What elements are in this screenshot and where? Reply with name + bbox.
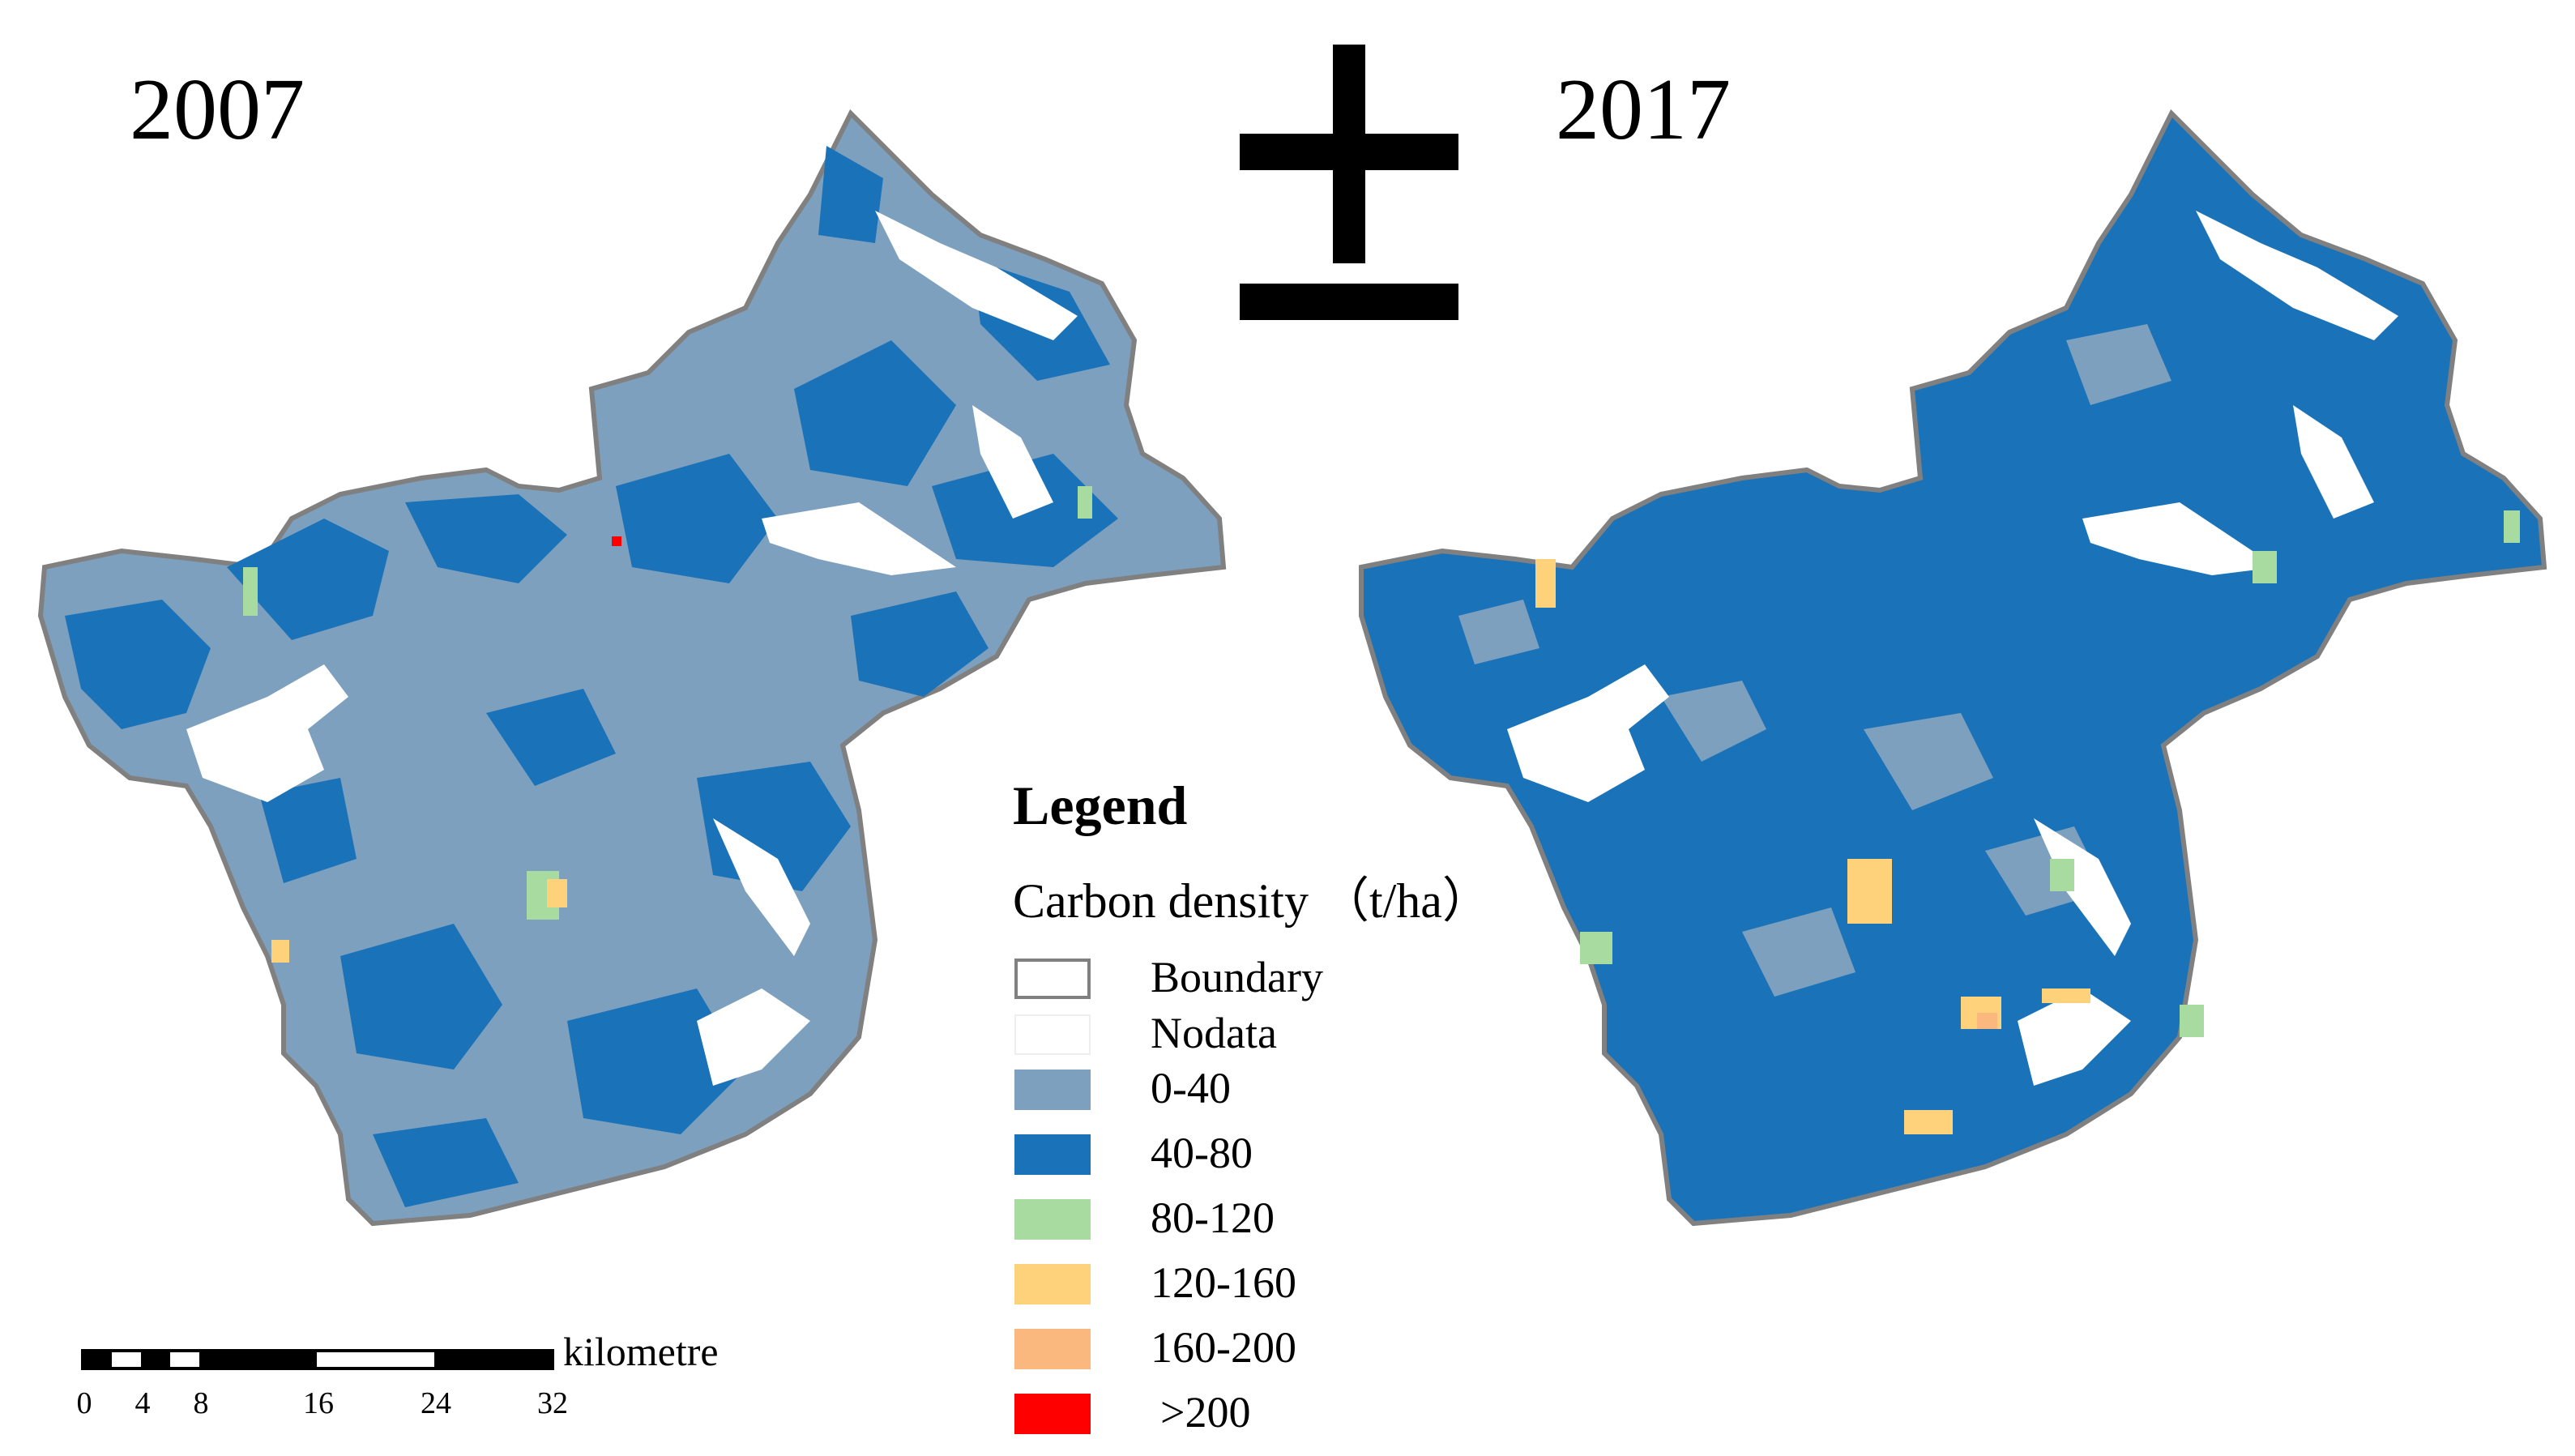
carbon-40-80-area <box>259 778 357 883</box>
scale-tick: 16 <box>303 1386 334 1420</box>
legend-item-boundary: Boundary <box>1013 955 1661 1004</box>
carbon-80-120-area <box>2050 859 2074 891</box>
legend-label: Nodata <box>1151 1009 1277 1057</box>
carbon-80-120-area <box>2180 1005 2204 1037</box>
legend-subtitle: Carbon density （t/ha） <box>1013 874 1491 928</box>
nodata-area <box>972 405 1053 519</box>
nodata-area <box>762 502 956 575</box>
legend-item-80-120: 80-120 <box>1013 1193 1661 1245</box>
carbon-0-40-area <box>1864 713 1993 810</box>
nodata-swatch <box>1014 1014 1091 1055</box>
carbon-40-80-area <box>227 519 389 640</box>
nodata-area <box>875 211 1078 340</box>
nodata-area <box>2082 502 2277 575</box>
carbon-120-160-area <box>1535 559 1556 608</box>
carbon-0-40-area <box>1458 600 1539 664</box>
legend-label: >200 <box>1160 1388 1251 1437</box>
carbon-80-120-area <box>1580 932 1612 964</box>
scale-tick: 0 <box>76 1386 92 1420</box>
legend-label: 160-200 <box>1151 1323 1296 1372</box>
legend-item-0-40: 0-40 <box>1013 1066 1661 1115</box>
legend-label: Boundary <box>1151 953 1323 1001</box>
nodata-area <box>186 664 348 802</box>
carbon-80-120-area <box>243 567 258 616</box>
carbon-120-160-area <box>2042 988 2090 1003</box>
map-title-2007: 2007 <box>130 62 305 158</box>
nodata-area <box>2196 211 2398 340</box>
carbon-80-120-area <box>2253 551 2277 583</box>
nodata-area <box>2018 988 2131 1086</box>
carbon-0-40-area <box>2066 324 2171 405</box>
carbon-160-200-swatch <box>1014 1329 1091 1369</box>
carbon-40-80-area <box>405 494 567 583</box>
map-title-2017: 2017 <box>1556 62 1731 158</box>
carbon-120-160-area <box>547 879 567 907</box>
carbon-160-200-area <box>1977 1013 1997 1029</box>
legend-item-120-160: 120-160 <box>1013 1258 1661 1309</box>
legend-label: 80-120 <box>1151 1193 1275 1242</box>
carbon-80-120-swatch <box>1014 1199 1091 1240</box>
carbon-40-80-area <box>818 146 883 243</box>
carbon-80-120-area <box>1078 486 1092 519</box>
legend-label: 0-40 <box>1151 1064 1231 1112</box>
scale-tick: 4 <box>135 1386 151 1420</box>
carbon-120-160-swatch <box>1014 1264 1091 1304</box>
nodata-area <box>2293 405 2374 519</box>
carbon-120-160-area <box>1847 859 1892 924</box>
carbon-40-80-area <box>794 340 956 486</box>
map-2017 <box>1359 109 2547 1227</box>
carbon-40-80-area <box>65 600 211 729</box>
region-boundary-2017 <box>1359 109 2547 1227</box>
carbon-40-80-swatch <box>1014 1134 1091 1175</box>
legend-label: 40-80 <box>1151 1129 1253 1177</box>
north-arrow-icon <box>1240 45 1458 320</box>
carbon-40-80-area <box>616 454 778 583</box>
carbon-120-160-area <box>271 940 289 963</box>
legend-label: 120-160 <box>1151 1258 1296 1307</box>
legend-title: Legend <box>1013 775 1188 836</box>
scale-unit: kilometre <box>563 1329 719 1374</box>
carbon-40-80-area <box>851 591 989 697</box>
scale-bar <box>81 1349 554 1370</box>
nodata-area <box>713 818 810 956</box>
scale-tick: 32 <box>537 1386 568 1420</box>
carbon-0-40-area <box>1661 681 1766 762</box>
carbon-0-40-swatch <box>1014 1070 1091 1110</box>
carbon-120-160-area <box>1904 1110 1953 1134</box>
carbon-200-plus-swatch <box>1014 1394 1091 1434</box>
map-2007 <box>37 109 1227 1227</box>
carbon-0-40-area <box>1742 907 1855 997</box>
legend-item-nodata: Nodata <box>1013 1009 1661 1060</box>
carbon-40-80-area <box>486 689 616 786</box>
scale-tick: 8 <box>193 1386 209 1420</box>
nodata-area <box>697 988 810 1086</box>
nodata-area <box>2034 818 2131 956</box>
legend-item-40-80: 40-80 <box>1013 1129 1661 1180</box>
carbon-40-80-area <box>340 924 502 1070</box>
legend-item-200-plus: >200 <box>1013 1390 1661 1439</box>
scale-tick: 24 <box>421 1386 451 1420</box>
carbon-40-80-area <box>373 1118 519 1207</box>
boundary-swatch <box>1014 959 1091 999</box>
carbon-200-plus-area <box>612 536 621 546</box>
legend-item-160-200: 160-200 <box>1013 1323 1661 1374</box>
carbon-80-120-area <box>2504 510 2520 543</box>
nodata-area <box>1507 664 1669 802</box>
